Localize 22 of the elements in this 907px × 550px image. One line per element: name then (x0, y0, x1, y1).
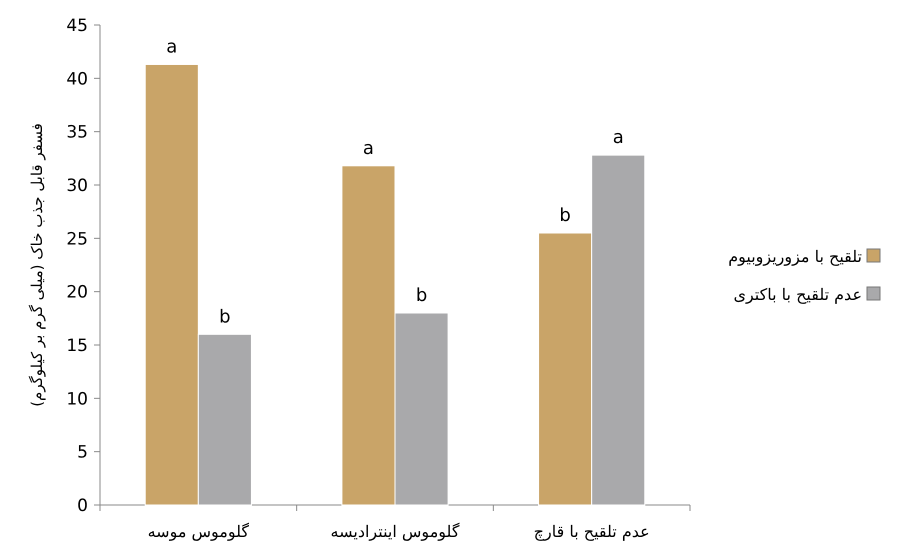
y-tick-label: 5 (77, 442, 88, 463)
data-label: b (416, 285, 428, 306)
x-tick-label: گلوموس اینترادیسه (330, 522, 460, 541)
x-tick-label: عدم تلقیح با قارچ (534, 522, 650, 541)
data-label: b (219, 306, 231, 328)
y-tick-label: 45 (66, 16, 88, 36)
legend-label: تلقیح با مزوریزوبیوم (728, 247, 862, 266)
data-label: a (612, 127, 624, 148)
y-tick-label: 15 (66, 336, 88, 356)
y-axis-title: فسفر قابل جذب خاک (میلی گرم بر کیلوگرم) (28, 123, 46, 407)
y-tick-label: 30 (66, 176, 88, 196)
legend-label: عدم تلقیح با باکتری (733, 285, 862, 304)
y-tick-label: 10 (66, 389, 88, 410)
y-tick-label: 0 (77, 496, 88, 516)
data-label: a (166, 36, 178, 58)
y-tick-label: 25 (66, 229, 88, 250)
y-tick-label: 40 (66, 69, 88, 90)
x-tick-label: گلوموس موسه (148, 522, 250, 541)
data-label: b (559, 205, 571, 226)
y-tick-label: 20 (66, 282, 88, 303)
y-tick-label: 35 (66, 122, 88, 143)
data-label: a (362, 138, 374, 159)
